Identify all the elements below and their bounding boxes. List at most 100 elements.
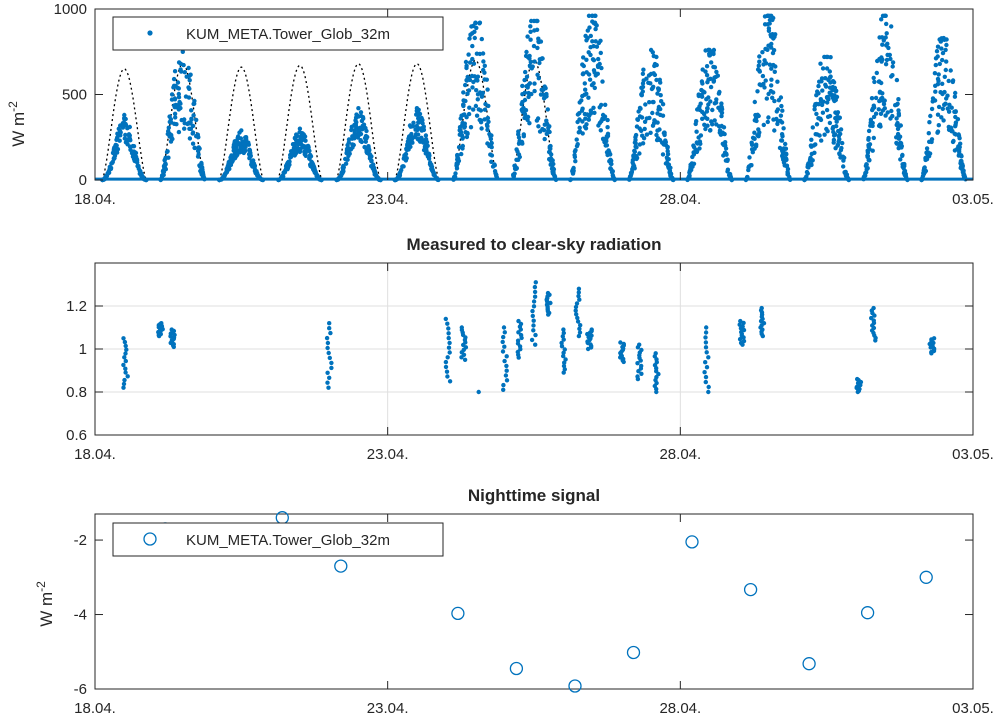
irradiance-point [877, 122, 883, 127]
irradiance-point [718, 104, 724, 110]
irradiance-point [580, 131, 585, 136]
irradiance-point [750, 150, 755, 155]
irradiance-point [631, 154, 636, 159]
irradiance-point [584, 57, 589, 62]
x-tick-label: 23.04. [367, 191, 409, 208]
ratio-point [706, 355, 711, 360]
ratio-point [443, 359, 449, 365]
irradiance-peak-point [765, 13, 771, 18]
nighttime-point [743, 582, 758, 597]
irradiance-point [189, 108, 194, 113]
irradiance-point [820, 88, 825, 93]
irradiance-point [657, 77, 662, 83]
irradiance-point [422, 138, 427, 143]
irradiance-point [359, 113, 364, 119]
irradiance-point [863, 163, 869, 169]
irradiance-point [953, 90, 958, 96]
ratio-point [531, 328, 536, 333]
irradiance-point [551, 161, 556, 167]
ratio-point [560, 334, 565, 339]
irradiance-point [817, 79, 822, 84]
ratio-point [573, 308, 578, 313]
irradiance-point [586, 13, 592, 18]
irradiance-point [946, 78, 951, 84]
irradiance-point [575, 112, 581, 117]
irradiance-point [528, 59, 533, 65]
irradiance-point [640, 71, 646, 77]
ratio-point [530, 313, 535, 319]
irradiance-point [553, 177, 559, 182]
irradiance-point [568, 177, 573, 182]
ratio-point [703, 374, 709, 380]
irradiance-point [521, 132, 526, 137]
irradiance-point [763, 78, 768, 83]
irradiance-point [817, 116, 822, 121]
irradiance-point [123, 122, 128, 127]
ratio-point [639, 347, 644, 353]
irradiance-peak-point [356, 106, 361, 111]
ratio-point [462, 357, 468, 362]
ratio-point [531, 304, 537, 309]
ratio-point [122, 355, 127, 360]
irradiance-point [520, 99, 525, 105]
irradiance-point [935, 130, 940, 135]
irradiance-point [372, 170, 377, 175]
irradiance-point [924, 157, 930, 162]
irradiance-point [775, 107, 781, 112]
irradiance-point [862, 173, 868, 178]
irradiance-point [586, 50, 591, 55]
irradiance-point [883, 61, 889, 67]
irradiance-point [879, 17, 884, 22]
irradiance-point [943, 47, 948, 53]
ratio-point [123, 343, 128, 349]
irradiance-point [932, 98, 938, 103]
ratio-point [533, 332, 538, 338]
irradiance-point [536, 124, 541, 129]
x-tick-label: 23.04. [367, 446, 409, 463]
irradiance-point [523, 69, 528, 75]
irradiance-point [937, 61, 942, 67]
nighttime-point [919, 570, 933, 584]
irradiance-point [902, 168, 908, 174]
irradiance-point [464, 115, 469, 120]
ratio-point [515, 338, 521, 343]
irradiance-point [544, 118, 549, 123]
irradiance-point [581, 63, 586, 69]
irradiance-point [772, 69, 777, 75]
irradiance-point [834, 94, 840, 100]
panel-irradiance: 18.04. 23.04. 28.04. 03.05. 0 500 1000 W m-2 K… [6, 1, 994, 208]
axes-box-3 [94, 513, 974, 690]
irradiance-point [122, 117, 127, 122]
irradiance-point [698, 101, 703, 106]
ratio-point [504, 368, 509, 373]
irradiance-point [780, 108, 785, 113]
irradiance-point [708, 99, 713, 104]
ratio-point [327, 321, 332, 326]
irradiance-point [827, 69, 832, 74]
irradiance-point [813, 142, 818, 147]
irradiance-point [638, 106, 643, 111]
ratio-point [501, 325, 507, 330]
ratio-point [637, 342, 642, 347]
ratio-point [531, 318, 536, 323]
y-tick-label: -4 [74, 607, 87, 624]
irradiance-point [478, 118, 483, 123]
ratio-point [533, 342, 538, 347]
irradiance-point [197, 164, 203, 169]
irradiance-point [760, 50, 765, 55]
irradiance-point [843, 169, 848, 175]
irradiance-point [884, 31, 889, 36]
irradiance-point [722, 142, 728, 147]
irradiance-point [163, 156, 168, 161]
irradiance-point [652, 118, 658, 124]
irradiance-point [898, 140, 903, 145]
irradiance-point [528, 64, 533, 69]
irradiance-point [940, 57, 945, 63]
irradiance-point [769, 66, 774, 71]
irradiance-point [176, 129, 182, 135]
irradiance-point [118, 133, 123, 138]
irradiance-point [779, 138, 784, 143]
irradiance-point [936, 123, 941, 128]
ratio-point [529, 337, 535, 343]
